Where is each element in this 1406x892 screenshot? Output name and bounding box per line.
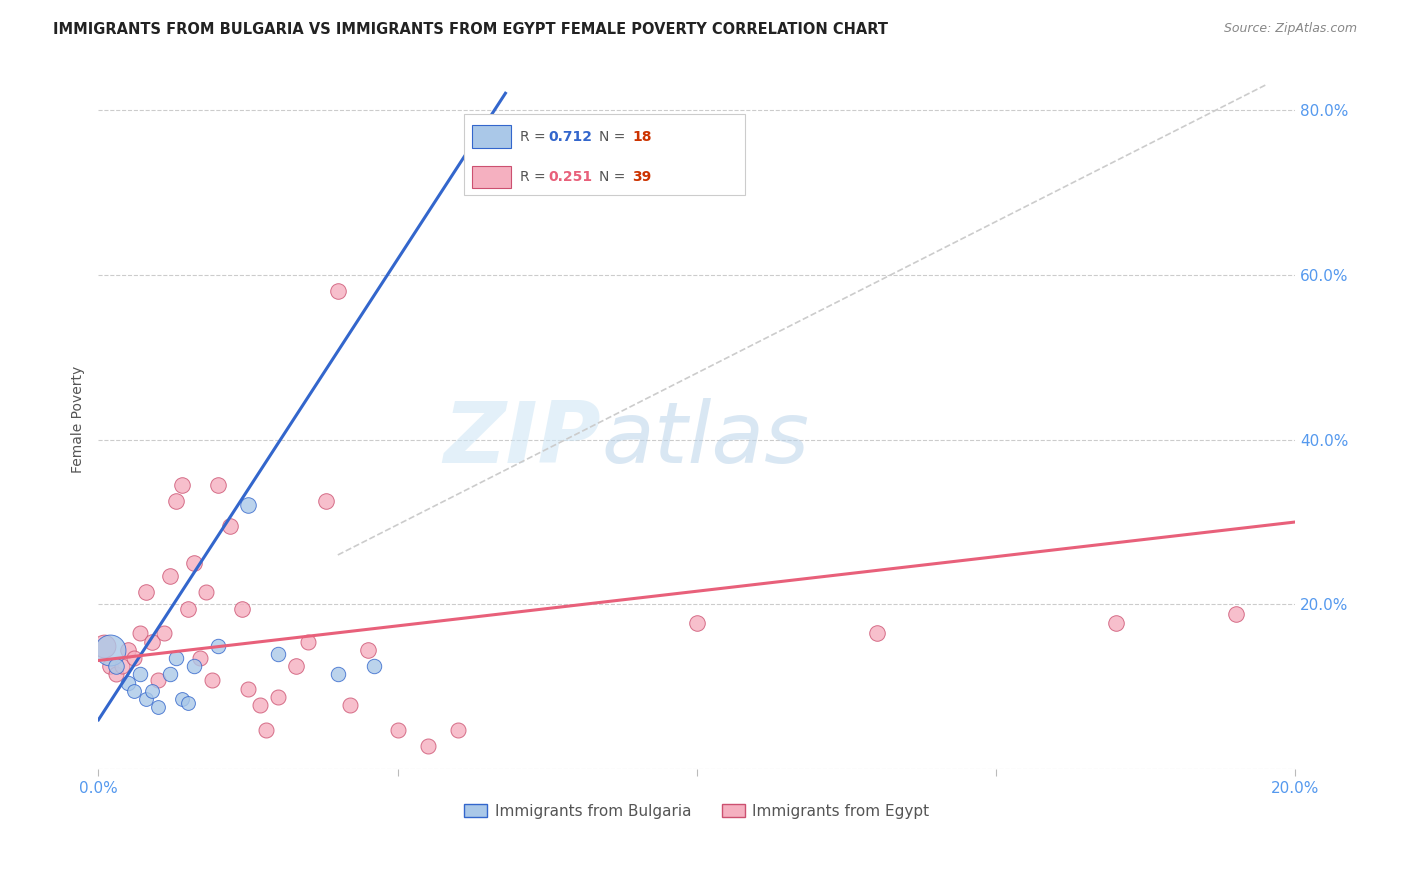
Point (254, 723, 277, 737)
Point (159, 667, 181, 681)
Point (165, 494, 187, 508)
Text: 0.712: 0.712 (548, 129, 592, 144)
Point (201, 673, 224, 688)
Point (93, 639, 115, 653)
Point (183, 659, 205, 673)
Point (315, 494, 337, 508)
Text: ZIP: ZIP (443, 399, 602, 482)
Point (105, 667, 128, 681)
Text: 18: 18 (633, 129, 652, 144)
Point (177, 697, 200, 711)
Legend: Immigrants from Bulgaria, Immigrants from Egypt: Immigrants from Bulgaria, Immigrants fro… (458, 797, 936, 825)
Point (105, 659, 128, 673)
Point (153, 626, 176, 640)
Point (326, 284, 349, 298)
Point (141, 634, 163, 648)
FancyBboxPatch shape (472, 126, 512, 148)
FancyBboxPatch shape (472, 166, 512, 188)
Point (219, 519, 242, 533)
Point (207, 478, 229, 492)
Point (159, 568, 181, 582)
Point (267, 647, 290, 661)
Point (195, 585, 218, 599)
Point (129, 626, 152, 640)
Point (148, 673, 170, 688)
Point (236, 499, 259, 513)
Point (135, 585, 157, 599)
Point (446, 723, 468, 737)
Point (284, 659, 307, 673)
Y-axis label: Female Poverty: Female Poverty (72, 366, 86, 473)
Point (357, 642, 380, 657)
Point (172, 692, 194, 706)
Text: N =: N = (599, 170, 630, 184)
Point (165, 651, 187, 665)
Text: R =: R = (520, 129, 550, 144)
Point (100, 659, 122, 673)
Text: atlas: atlas (602, 399, 810, 482)
Point (207, 639, 229, 653)
Point (339, 698, 361, 712)
Point (124, 684, 146, 698)
Point (686, 615, 709, 630)
Point (117, 642, 139, 657)
FancyBboxPatch shape (464, 114, 745, 194)
Point (111, 659, 134, 673)
Point (249, 698, 271, 712)
Point (865, 626, 887, 640)
Point (141, 684, 163, 698)
Point (267, 690, 290, 704)
Point (183, 556, 205, 570)
Text: R =: R = (520, 170, 550, 184)
Point (231, 601, 253, 615)
Point (129, 667, 152, 681)
Point (387, 723, 409, 737)
Point (416, 739, 439, 754)
Point (135, 692, 157, 706)
Point (236, 681, 259, 696)
Text: IMMIGRANTS FROM BULGARIA VS IMMIGRANTS FROM EGYPT FEMALE POVERTY CORRELATION CHA: IMMIGRANTS FROM BULGARIA VS IMMIGRANTS F… (53, 22, 889, 37)
Text: 39: 39 (633, 170, 651, 184)
Text: 0.251: 0.251 (548, 170, 592, 184)
Point (117, 675, 139, 690)
Point (326, 667, 349, 681)
Point (188, 651, 211, 665)
Text: N =: N = (599, 129, 630, 144)
Point (363, 659, 385, 673)
Point (297, 634, 319, 648)
Point (177, 601, 200, 615)
Point (172, 478, 194, 492)
Point (148, 700, 170, 714)
Point (100, 642, 122, 657)
Text: Source: ZipAtlas.com: Source: ZipAtlas.com (1223, 22, 1357, 36)
Point (124, 651, 146, 665)
Point (1105, 615, 1128, 630)
Point (1225, 607, 1247, 622)
